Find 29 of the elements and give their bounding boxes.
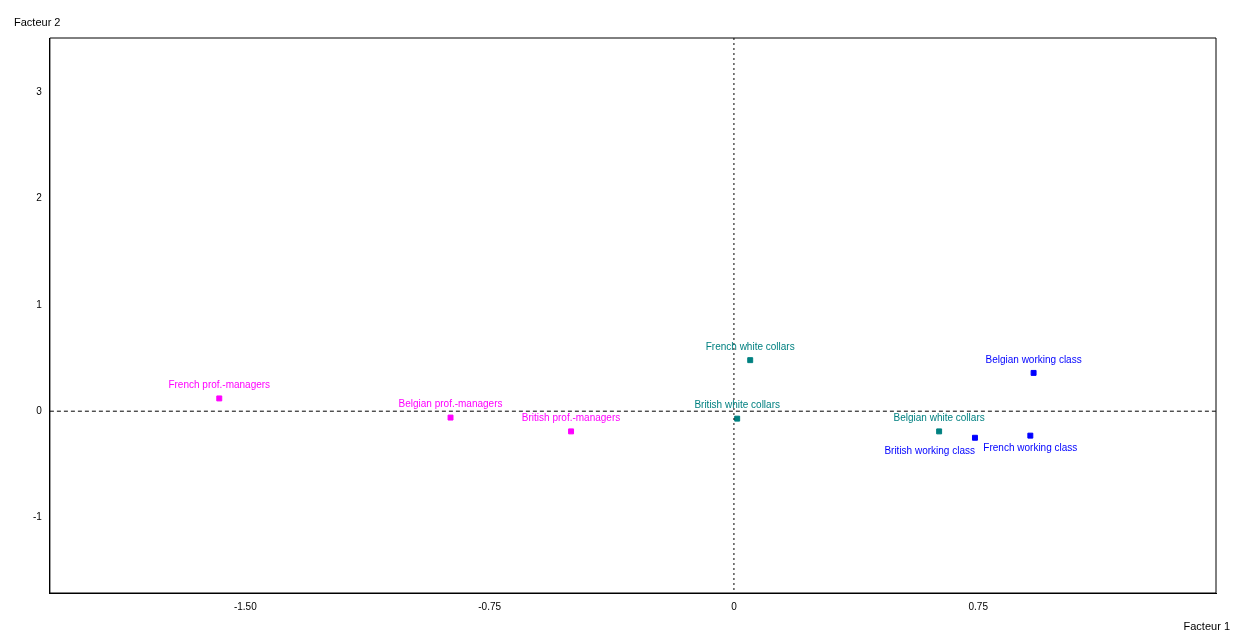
point [216,395,223,402]
point [1027,432,1034,439]
annotation: Belgian white collars [893,412,985,424]
annotation: Belgian working class [985,353,1082,365]
x-tick-label: 0 [731,600,738,612]
point [747,357,754,364]
x-tick-label: -0.75 [478,600,502,612]
point [1030,369,1037,376]
annotation: French prof.-managers [168,379,271,391]
x-axis-title: Facteur 1 [1183,620,1230,632]
x-tick-label: -1.50 [233,600,258,612]
x-tick-label: 0.75 [968,600,989,612]
annotation: French working class [983,442,1078,454]
y-axis-title: Facteur 2 [14,16,61,28]
point [568,428,575,435]
annotation: British prof.-managers [521,412,621,424]
annotation: British working class [884,444,975,456]
y-tick-label: 3 [36,85,43,97]
point [734,415,741,422]
y-tick-label: -1 [32,511,43,523]
point [971,434,978,441]
annotation: British white collars [694,399,780,411]
y-tick-label: 1 [36,298,43,310]
annotation: Belgian prof.-managers [398,398,503,410]
y-tick-label: 2 [36,192,43,204]
point [936,428,943,435]
annotation: French white collars [705,340,795,352]
y-tick-label: 0 [36,404,43,416]
point [447,414,454,421]
